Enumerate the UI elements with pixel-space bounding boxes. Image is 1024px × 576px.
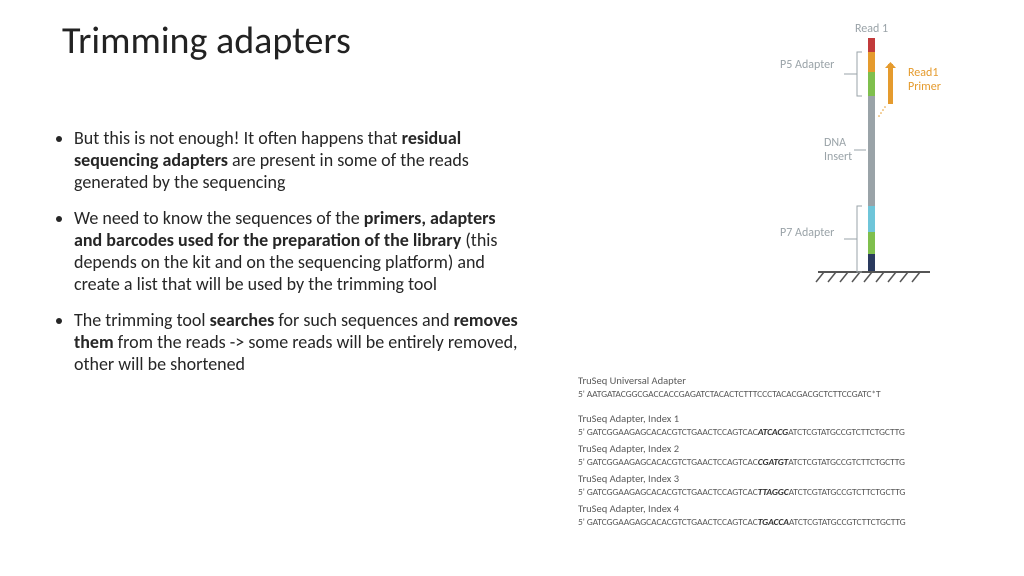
seq-text: 5' GATCGGAAGAGCACACGTCTGAACTCCAGTCAC (578, 486, 758, 498)
seq-header: TruSeq Adapter, Index 1 (578, 412, 1008, 425)
bullet-item: The trimming tool searches for such sequ… (74, 310, 522, 376)
adapter-diagram: Read 1 P5 Adapter Read1Primer DNAInsert P7 A… (720, 20, 980, 350)
slide-title: Trimming adapters (62, 18, 351, 64)
bullet-text: The trimming tool (74, 309, 210, 331)
bullet-text: We need to know the sequences of the (74, 207, 364, 229)
seq-text: 5' GATCGGAAGAGCACACGTCTGAACTCCAGTCAC (578, 516, 758, 528)
seq-text: ATCTCGTATGCCGTCTTCTGCTTG (788, 456, 905, 468)
seq-text: 5' AATGATACGGCGACCACCGAGATCTACACTCTTTCCC… (578, 388, 881, 400)
seq-text: ATCTCGTATGCCGTCTTCTGCTTG (789, 486, 906, 498)
diagram-svg: Read 1 P5 Adapter Read1Primer DNAInsert P7 A… (720, 20, 980, 350)
svg-text:Read 1: Read 1 (855, 22, 888, 36)
bullet-text: for such sequences and (274, 309, 453, 331)
bullet-bold: searches (210, 309, 275, 331)
bullet-item: We need to know the sequences of the pri… (74, 208, 522, 296)
seq-text: 5' GATCGGAAGAGCACACGTCTGAACTCCAGTCAC (578, 456, 758, 468)
sequence-block: TruSeq Universal Adapter 5' AATGATACGGCG… (578, 370, 1008, 528)
seq-bold: TGACCA (758, 516, 789, 528)
seq-text: ATCTCGTATGCCGTCTTCTGCTTG (789, 516, 906, 528)
seq-line: 5' AATGATACGGCGACCACCGAGATCTACACTCTTTCCC… (578, 388, 1008, 400)
bullet-text: from the reads -> some reads will be ent… (74, 331, 518, 375)
svg-text:P7 Adapter: P7 Adapter (780, 226, 834, 240)
seq-line: 5' GATCGGAAGAGCACACGTCTGAACTCCAGTCACTTAG… (578, 486, 1008, 498)
svg-text:Primer: Primer (908, 80, 941, 94)
seq-bold: TTAGGC (758, 486, 789, 498)
seq-header: TruSeq Adapter, Index 2 (578, 442, 1008, 455)
seq-line: 5' GATCGGAAGAGCACACGTCTGAACTCCAGTCACCGAT… (578, 456, 1008, 468)
spacer (578, 400, 1008, 408)
seq-bold: CGATGT (758, 456, 789, 468)
seq-header: TruSeq Adapter, Index 4 (578, 502, 1008, 515)
bullet-text: But this is not enough! It often happens… (74, 127, 402, 149)
seq-line: 5' GATCGGAAGAGCACACGTCTGAACTCCAGTCACTGAC… (578, 516, 1008, 528)
seq-index-group: TruSeq Adapter, Index 15' GATCGGAAGAGCAC… (578, 412, 1008, 528)
seq-text: 5' GATCGGAAGAGCACACGTCTGAACTCCAGTCAC (578, 426, 758, 438)
seq-bold: ATCACG (758, 426, 788, 438)
seq-header: TruSeq Universal Adapter (578, 374, 1008, 387)
svg-text:Read1: Read1 (908, 66, 938, 80)
seq-line: 5' GATCGGAAGAGCACACGTCTGAACTCCAGTCACATCA… (578, 426, 1008, 438)
svg-text:DNA: DNA (824, 136, 846, 150)
bullet-item: But this is not enough! It often happens… (74, 128, 522, 194)
svg-text:Insert: Insert (824, 150, 852, 164)
slide: Trimming adapters But this is not enough… (0, 0, 1024, 576)
bullet-list: But this is not enough! It often happens… (52, 128, 522, 390)
seq-header: TruSeq Adapter, Index 3 (578, 472, 1008, 485)
seq-text: ATCTCGTATGCCGTCTTCTGCTTG (788, 426, 905, 438)
svg-text:P5 Adapter: P5 Adapter (780, 58, 834, 72)
